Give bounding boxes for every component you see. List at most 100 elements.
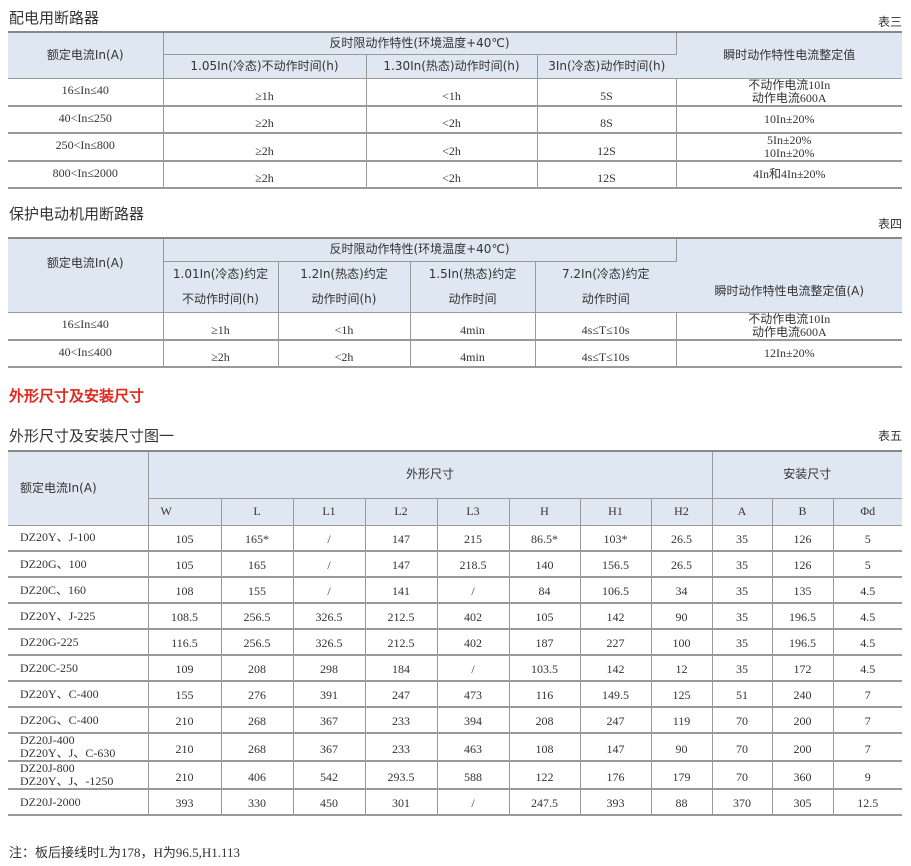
data-cell: 298 bbox=[293, 654, 366, 682]
data-cell: 463 bbox=[437, 732, 510, 762]
data-cell: 12In±20% bbox=[676, 339, 902, 368]
data-cell: 4.5 bbox=[833, 576, 902, 604]
data-cell: 393 bbox=[148, 788, 222, 816]
data-cell: 179 bbox=[651, 760, 713, 790]
table-number-5: 表五 bbox=[877, 429, 902, 443]
data-cell: 402 bbox=[437, 628, 510, 656]
data-cell: 125 bbox=[651, 680, 713, 708]
section-title-dimensions-figure: 外形尺寸及安装尺寸图一 bbox=[9, 427, 175, 445]
data-cell: / bbox=[437, 576, 510, 604]
data-cell: 147 bbox=[365, 524, 438, 552]
data-cell: 126 bbox=[772, 524, 834, 552]
data-cell: 218.5 bbox=[437, 550, 510, 578]
data-cell: 391 bbox=[293, 680, 366, 708]
subheader-cell: H1 bbox=[580, 497, 652, 526]
data-cell: 86.5* bbox=[509, 524, 581, 552]
data-cell: 34 bbox=[651, 576, 713, 604]
data-cell: 330 bbox=[221, 788, 294, 816]
subheader-cell: H2 bbox=[651, 497, 713, 526]
data-cell: 196.5 bbox=[772, 602, 834, 630]
row-label-cell: 40<In≤400 bbox=[8, 339, 164, 368]
subheader-cell: L3 bbox=[437, 497, 510, 526]
data-cell: 35 bbox=[712, 550, 773, 578]
data-cell: 116 bbox=[509, 680, 581, 708]
table-row: DZ20Y、C-400 155 276 391 247 473 116 149.5 125 51 2… bbox=[8, 680, 902, 708]
table-row: DZ20C、160 108 155/141/84 106.5 34 35 135 4.5 bbox=[8, 576, 902, 604]
data-cell: <2h bbox=[366, 132, 538, 162]
data-cell: ≥2h bbox=[163, 339, 279, 368]
data-cell: 35 bbox=[712, 524, 773, 552]
header-outline-dimensions: 外形尺寸 bbox=[148, 450, 713, 499]
data-cell: 70 bbox=[712, 732, 773, 762]
table-row: 250<In≤800 ≥2h <2h 12S 5In±20% 10In±20% bbox=[8, 132, 902, 162]
data-cell: <2h bbox=[366, 160, 538, 189]
data-cell: 4.5 bbox=[833, 654, 902, 682]
row-label-cell: DZ20J-400 DZ20Y、J、C-630 bbox=[8, 732, 149, 762]
table-distribution-breakers: 额定电流In(A) 反时限动作特性(环境温度+40℃) 瞬时动作特性电流整定值 … bbox=[8, 31, 902, 189]
data-cell: 370 bbox=[712, 788, 773, 816]
data-cell: 100 bbox=[651, 628, 713, 656]
row-label-cell: DZ20Y、J-100 bbox=[8, 524, 149, 552]
data-cell: 12 bbox=[651, 654, 713, 682]
data-cell: 393 bbox=[580, 788, 652, 816]
data-cell: 5 bbox=[833, 550, 902, 578]
subheader-cell: B bbox=[772, 497, 834, 526]
data-cell: 147 bbox=[365, 550, 438, 578]
data-cell: 7 bbox=[833, 706, 902, 734]
subheader-cell: L1 bbox=[293, 497, 366, 526]
data-cell: 103.5 bbox=[509, 654, 581, 682]
data-cell: 108 bbox=[509, 732, 581, 762]
subheader-cell: A bbox=[712, 497, 773, 526]
data-cell: 35 bbox=[712, 602, 773, 630]
data-cell: 4min bbox=[410, 339, 536, 368]
data-cell: 268 bbox=[221, 732, 294, 762]
subheader-cell: 1.5In(热态)约定 动作时间 bbox=[410, 260, 536, 313]
data-cell: 394 bbox=[437, 706, 510, 734]
data-cell: / bbox=[293, 550, 366, 578]
header-instant: 瞬时动作特性电流整定值 bbox=[676, 31, 902, 79]
data-cell: 172 bbox=[772, 654, 834, 682]
data-cell: 5S bbox=[537, 77, 677, 107]
data-cell: 326.5 bbox=[293, 602, 366, 630]
data-cell: 247 bbox=[580, 706, 652, 734]
table-row: DZ20G、C-400 210 268 367 233 394 208 247 119 70 200… bbox=[8, 706, 902, 734]
table-number-3: 表三 bbox=[877, 15, 902, 29]
data-cell: 4s≤T≤10s bbox=[535, 311, 677, 341]
row-label-cell: DZ20C、160 bbox=[8, 576, 149, 604]
data-cell: 8S bbox=[537, 105, 677, 134]
data-cell: ≥1h bbox=[163, 311, 279, 341]
subheader-cell: Φd bbox=[833, 497, 902, 526]
table-row: DZ20Y、J-225 108.5 256.5 326.5 212.5 402 105 142… bbox=[8, 602, 902, 630]
data-cell: 473 bbox=[437, 680, 510, 708]
data-cell: 90 bbox=[651, 732, 713, 762]
data-cell: 210 bbox=[148, 706, 222, 734]
data-cell: 247 bbox=[365, 680, 438, 708]
data-cell: 208 bbox=[221, 654, 294, 682]
data-cell: / bbox=[437, 788, 510, 816]
data-cell: 109 bbox=[148, 654, 222, 682]
data-cell: 156.5 bbox=[580, 550, 652, 578]
data-cell: 108 bbox=[148, 576, 222, 604]
header-inverse-time: 反时限动作特性(环境温度+40℃) bbox=[163, 31, 677, 55]
header-rated-current: 额定电流In(A) bbox=[8, 237, 164, 313]
data-cell: 90 bbox=[651, 602, 713, 630]
data-cell: 588 bbox=[437, 760, 510, 790]
data-cell: 200 bbox=[772, 706, 834, 734]
data-cell: 142 bbox=[580, 654, 652, 682]
row-label-cell: 250<In≤800 bbox=[8, 132, 164, 162]
row-label-cell: 40<In≤250 bbox=[8, 105, 164, 134]
data-cell: 35 bbox=[712, 654, 773, 682]
row-label-cell: 16≤In≤40 bbox=[8, 311, 164, 341]
data-cell: 293.5 bbox=[365, 760, 438, 790]
data-cell: 406 bbox=[221, 760, 294, 790]
subheader-cell: 1.2In(热态)约定 动作时间(h) bbox=[278, 260, 411, 313]
data-cell: 200 bbox=[772, 732, 834, 762]
header-rated-current: 额定电流In(A) bbox=[8, 31, 164, 79]
row-label-cell: DZ20Y、J-225 bbox=[8, 602, 149, 630]
row-label-cell: DZ20Y、C-400 bbox=[8, 680, 149, 708]
header-inverse-time: 反时限动作特性(环境温度+40℃) bbox=[163, 237, 677, 262]
data-cell: 276 bbox=[221, 680, 294, 708]
subheader-cell: 1.05In(冷态)不动作时间(h) bbox=[163, 53, 367, 79]
data-cell: 35 bbox=[712, 576, 773, 604]
data-cell: 233 bbox=[365, 732, 438, 762]
